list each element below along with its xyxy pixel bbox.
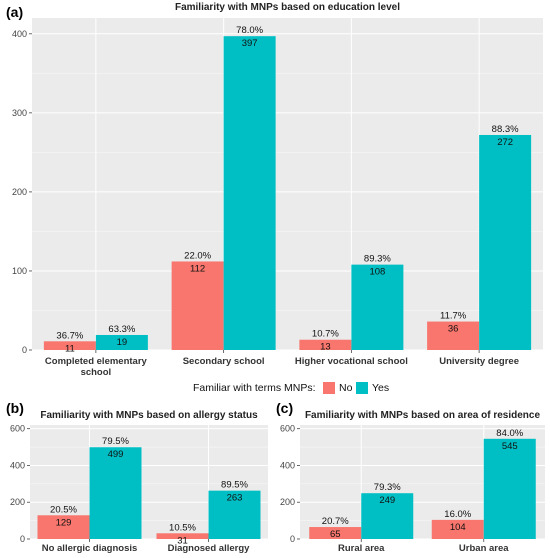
x-tick-label: Higher vocational school — [295, 356, 408, 367]
count-label: 499 — [108, 449, 124, 460]
bar-no — [299, 339, 352, 350]
pct-label: 11.7% — [440, 311, 467, 322]
y-tick-label: 200 — [12, 187, 27, 197]
legend-label-yes: Yes — [372, 382, 389, 394]
x-tick-label: Diagnosed allergy — [168, 543, 251, 554]
panel-label: (a) — [6, 4, 23, 20]
pct-label: 79.3% — [374, 482, 401, 493]
x-tick-label: Secondary school — [183, 356, 265, 367]
y-tick-label: 0 — [290, 534, 295, 544]
legend-swatch-yes — [356, 382, 368, 394]
bar-no — [43, 341, 96, 350]
bar-no — [431, 519, 484, 539]
legend: Familiar with terms MNPs: No Yes — [193, 382, 389, 394]
count-label: 249 — [379, 495, 395, 506]
pct-label: 88.3% — [492, 124, 519, 135]
bar-no — [37, 515, 90, 539]
bar-no — [156, 533, 209, 539]
count-label: 272 — [497, 137, 513, 148]
count-label: 31 — [177, 535, 188, 546]
x-tick-label: Completed elementary — [45, 356, 148, 367]
x-tick-label: University degree — [439, 356, 519, 367]
panel-2: (c) Familiarity with MNPs based on area o… — [276, 400, 545, 554]
bar-yes — [223, 36, 276, 350]
plot-background — [32, 18, 543, 350]
y-tick-label: 600 — [280, 424, 295, 434]
pct-label: 16.0% — [444, 509, 471, 520]
y-tick-label: 200 — [10, 497, 25, 507]
count-label: 65 — [330, 529, 341, 540]
bar-no — [309, 527, 362, 539]
y-tick-label: 0 — [22, 345, 27, 355]
count-label: 11 — [65, 343, 75, 354]
legend-label-no: No — [339, 382, 353, 394]
panel-title: Familiarity with MNPs based on education… — [175, 2, 400, 13]
panel-1: (b) Familiarity with MNPs based on allerg… — [6, 400, 268, 554]
bar-yes — [479, 134, 532, 350]
panel-title: Familiarity with MNPs based on allergy s… — [40, 410, 258, 421]
y-tick-label: 600 — [10, 424, 25, 434]
bar-yes — [95, 334, 148, 350]
count-label: 36 — [448, 324, 459, 335]
panel-label: (c) — [276, 400, 293, 416]
bar-no — [171, 261, 224, 350]
legend-title: Familiar with terms MNPs: — [193, 382, 316, 394]
y-tick-label: 400 — [280, 460, 295, 470]
pct-label: 20.7% — [322, 516, 349, 527]
panel-label: (b) — [6, 400, 24, 416]
pct-label: 10.7% — [312, 329, 339, 340]
y-tick-label: 400 — [12, 29, 27, 39]
panel-0: (a) Familiarity with MNPs based on educat… — [6, 2, 543, 378]
count-label: 108 — [369, 267, 385, 278]
pct-label: 10.5% — [169, 522, 196, 533]
count-label: 545 — [502, 441, 518, 452]
count-label: 397 — [242, 38, 258, 49]
pct-label: 84.0% — [496, 428, 523, 439]
pct-label: 78.0% — [236, 25, 263, 36]
count-label: 19 — [117, 337, 128, 348]
y-tick-label: 400 — [10, 460, 25, 470]
pct-label: 79.5% — [102, 436, 129, 447]
pct-label: 20.5% — [50, 504, 77, 515]
count-label: 263 — [227, 493, 243, 504]
bar-yes — [351, 264, 404, 350]
count-label: 112 — [190, 263, 205, 274]
pct-label: 36.7% — [56, 330, 83, 341]
x-tick-label: No allergic diagnosis — [42, 543, 138, 554]
count-label: 13 — [320, 342, 331, 353]
bar-yes — [361, 493, 414, 539]
bar-yes — [89, 447, 142, 539]
x-tick-label: school — [81, 367, 112, 378]
bar-yes — [208, 490, 261, 539]
panel-title: Familiarity with MNPs based on area of r… — [305, 410, 541, 421]
legend-swatch-no — [323, 382, 335, 394]
pct-label: 89.5% — [221, 480, 248, 491]
y-tick-label: 300 — [12, 108, 27, 118]
count-label: 104 — [450, 522, 466, 533]
y-tick-label: 100 — [12, 266, 27, 276]
y-tick-label: 0 — [20, 534, 25, 544]
count-label: 129 — [56, 517, 72, 528]
x-tick-label: Urban area — [459, 543, 509, 554]
bar-yes — [483, 438, 536, 539]
pct-label: 63.3% — [108, 324, 135, 335]
y-tick-label: 200 — [280, 497, 295, 507]
x-tick-label: Rural area — [338, 543, 385, 554]
pct-label: 89.3% — [364, 254, 391, 265]
pct-label: 22.0% — [184, 250, 211, 261]
bar-no — [427, 321, 480, 350]
